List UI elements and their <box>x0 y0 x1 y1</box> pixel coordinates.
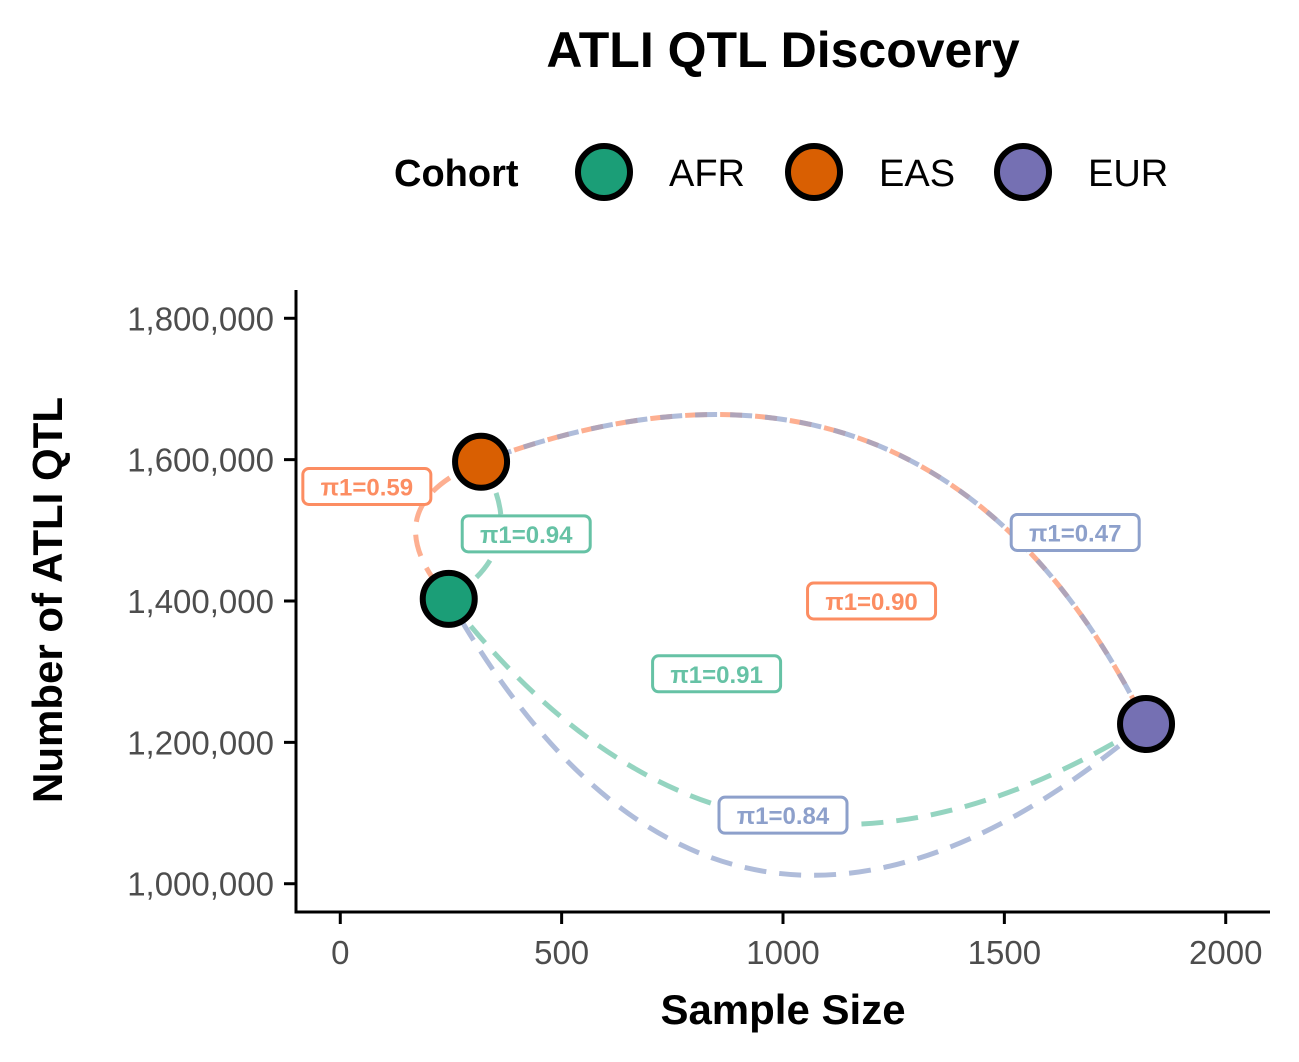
y-tick-label: 1,400,000 <box>127 583 274 620</box>
y-tick-label: 1,200,000 <box>127 724 274 761</box>
legend-entry-eur: EUR <box>994 143 1168 201</box>
pi1-label-text: π1=0.84 <box>737 803 830 830</box>
pi1-label-text: π1=0.59 <box>321 474 413 501</box>
legend-label-afr: AFR <box>669 153 745 195</box>
x-axis-title: Sample Size <box>660 986 905 1033</box>
replication-arrow-eur-to-eas <box>478 412 1149 726</box>
pi1-label-text: π1=0.91 <box>670 662 762 689</box>
legend-entry-eas: EAS <box>785 143 955 201</box>
x-tick-label: 1000 <box>746 934 819 971</box>
pi1-label-afr-to-eur: π1=0.91 <box>651 654 783 694</box>
legend-entry-afr: AFR <box>575 143 745 201</box>
point-afr <box>419 569 478 628</box>
legend-title: Cohort <box>394 153 519 195</box>
pi1-label-text: π1=0.90 <box>825 589 917 616</box>
x-tick-label: 2000 <box>1189 934 1262 971</box>
pi1-label-eur-to-eas: π1=0.47 <box>1009 512 1141 552</box>
pi1-label-eas-to-eur: π1=0.90 <box>806 581 938 621</box>
plot-area: 0 500 1000 1500 2000 1,000,000 1,200,000 1,400,… <box>127 290 1270 971</box>
legend-key-eas <box>785 143 843 201</box>
legend: Cohort AFR EAS EUR <box>394 143 1168 201</box>
x-tick-label: 1500 <box>968 934 1041 971</box>
legend-label-eur: EUR <box>1088 153 1168 195</box>
x-tick-label: 500 <box>534 934 589 971</box>
replication-arrow-afr-to-eur <box>446 597 1149 828</box>
y-axis-title: Number of ATLI QTL <box>24 397 71 803</box>
pi1-label-text: π1=0.47 <box>1029 520 1121 547</box>
point-eur <box>1117 694 1176 753</box>
legend-label-eas: EAS <box>879 153 955 195</box>
y-tick-label: 1,800,000 <box>127 300 274 337</box>
pi1-label-eas-to-afr: π1=0.59 <box>301 466 433 506</box>
legend-entries: AFR EAS EUR <box>575 143 1168 201</box>
pi1-label-eur-to-afr: π1=0.84 <box>717 795 849 835</box>
legend-key-afr <box>575 143 633 201</box>
y-tick-label: 1,600,000 <box>127 442 274 479</box>
pi1-label-afr-to-eas: π1=0.94 <box>460 514 592 554</box>
point-eas <box>452 432 511 491</box>
replication-arrow-eur-to-afr <box>446 596 1148 878</box>
x-tick-label: 0 <box>331 934 349 971</box>
legend-key-eur <box>994 143 1052 201</box>
chart-title: ATLI QTL Discovery <box>546 22 1019 78</box>
pi1-label-text: π1=0.94 <box>480 522 573 549</box>
y-tick-label: 1,000,000 <box>127 866 274 903</box>
